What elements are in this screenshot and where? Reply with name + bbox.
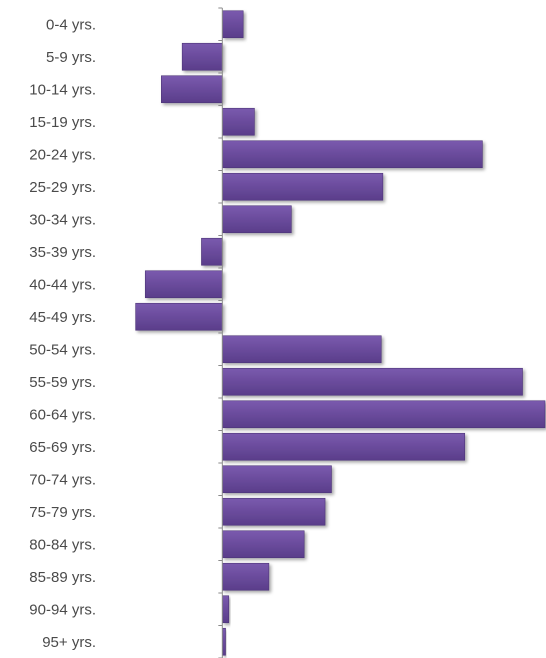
category-label: 95+ yrs. [42, 634, 96, 651]
category-label: 50-54 yrs. [29, 341, 96, 358]
bar-90-94-yrs [222, 595, 230, 624]
category-label: 80-84 yrs. [29, 536, 96, 553]
bar-45-49-yrs [135, 302, 223, 331]
bar-50-54-yrs [222, 335, 382, 364]
bar-75-79-yrs [222, 497, 326, 526]
bar-60-64-yrs [222, 400, 546, 429]
category-label: 5-9 yrs. [46, 49, 96, 66]
category-label: 15-19 yrs. [29, 114, 96, 131]
category-label: 70-74 yrs. [29, 471, 96, 488]
category-label: 45-49 yrs. [29, 309, 96, 326]
category-label: 90-94 yrs. [29, 601, 96, 618]
bar-15-19-yrs [222, 107, 255, 136]
category-labels: 0-4 yrs. 5-9 yrs. 10-14 yrs. 15-19 yrs. 20-2… [29, 16, 96, 651]
bar-70-74-yrs [222, 465, 332, 494]
category-label: 10-14 yrs. [29, 81, 96, 98]
category-label: 60-64 yrs. [29, 406, 96, 423]
bar-80-84-yrs [222, 530, 305, 559]
category-label: 40-44 yrs. [29, 276, 96, 293]
bar-85-89-yrs [222, 562, 270, 591]
bar-10-14-yrs [161, 75, 223, 104]
category-label: 65-69 yrs. [29, 439, 96, 456]
bars-layer [135, 10, 546, 656]
category-label: 0-4 yrs. [46, 16, 96, 33]
bar-20-24-yrs [222, 140, 483, 169]
bar-0-4-yrs [222, 10, 244, 39]
bar-25-29-yrs [222, 172, 384, 201]
category-label: 20-24 yrs. [29, 146, 96, 163]
category-axis [218, 7, 223, 658]
bar-5-9-yrs [181, 42, 223, 71]
category-label: 55-59 yrs. [29, 374, 96, 391]
category-label: 75-79 yrs. [29, 504, 96, 521]
category-label: 30-34 yrs. [29, 211, 96, 228]
category-label: 85-89 yrs. [29, 569, 96, 586]
bar-40-44-yrs [144, 270, 223, 299]
bar-65-69-yrs [222, 432, 466, 461]
bar-55-59-yrs [222, 367, 523, 396]
bar-30-34-yrs [222, 205, 292, 234]
bar-35-39-yrs [201, 237, 223, 266]
category-label: 35-39 yrs. [29, 244, 96, 261]
category-label: 25-29 yrs. [29, 179, 96, 196]
